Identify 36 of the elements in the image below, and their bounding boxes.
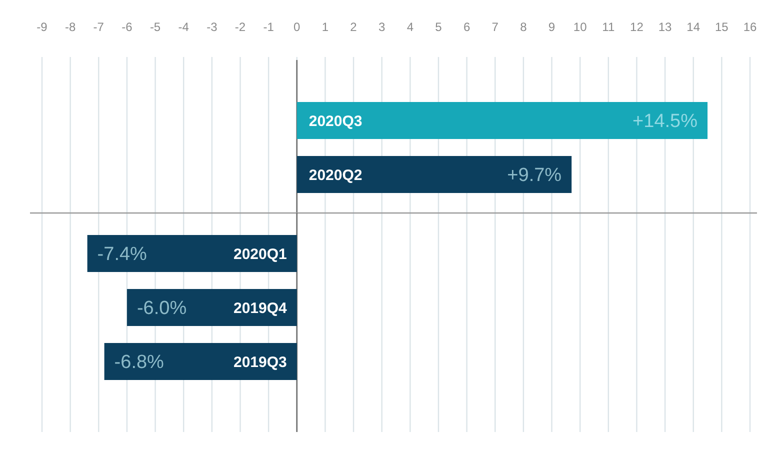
x-tick-label: 0 — [294, 20, 301, 34]
x-tick-label: -4 — [178, 20, 190, 34]
data-label: -7.4% — [97, 244, 148, 265]
x-tick-label: 8 — [520, 20, 528, 34]
x-tick-label: 10 — [573, 20, 588, 34]
data-label: -6.0% — [136, 298, 187, 319]
x-tick-label: 11 — [602, 20, 615, 34]
y-tick-label: 2020Q3 — [308, 113, 362, 130]
x-tick-label: 14 — [686, 20, 700, 34]
x-tick-label: 5 — [435, 20, 442, 34]
x-tick-label: 6 — [463, 20, 470, 34]
x-tick-label: -6 — [122, 20, 133, 34]
x-tick-label: 12 — [630, 20, 644, 34]
x-tick-label: 15 — [715, 20, 729, 34]
x-tick-label: 9 — [548, 20, 556, 34]
x-tick-label: -9 — [36, 20, 48, 34]
x-tick-label: 7 — [492, 20, 499, 34]
x-tick-label: 16 — [743, 20, 757, 34]
y-tick-label: 2019Q3 — [233, 354, 287, 371]
x-tick-label: 1 — [322, 20, 329, 34]
y-tick-label: 2020Q2 — [308, 167, 362, 184]
x-tick-label: 4 — [406, 20, 414, 34]
x-tick-label: -2 — [234, 20, 246, 34]
data-label: -6.8% — [114, 352, 164, 373]
data-label: +9.7% — [507, 165, 562, 186]
x-tick-label: -1 — [263, 20, 274, 34]
x-tick-label: -3 — [206, 20, 218, 34]
y-tick-label: 2020Q1 — [233, 246, 287, 263]
y-tick-label: 2019Q4 — [233, 300, 288, 317]
x-tick-label: 13 — [658, 20, 672, 34]
x-tick-label: 3 — [378, 20, 386, 34]
x-tick-label: -7 — [93, 20, 104, 34]
x-tick-label: -8 — [64, 20, 76, 34]
x-tick-label: -5 — [150, 20, 161, 34]
x-tick-label: 2 — [350, 20, 358, 34]
data-label: +14.5% — [632, 111, 698, 132]
